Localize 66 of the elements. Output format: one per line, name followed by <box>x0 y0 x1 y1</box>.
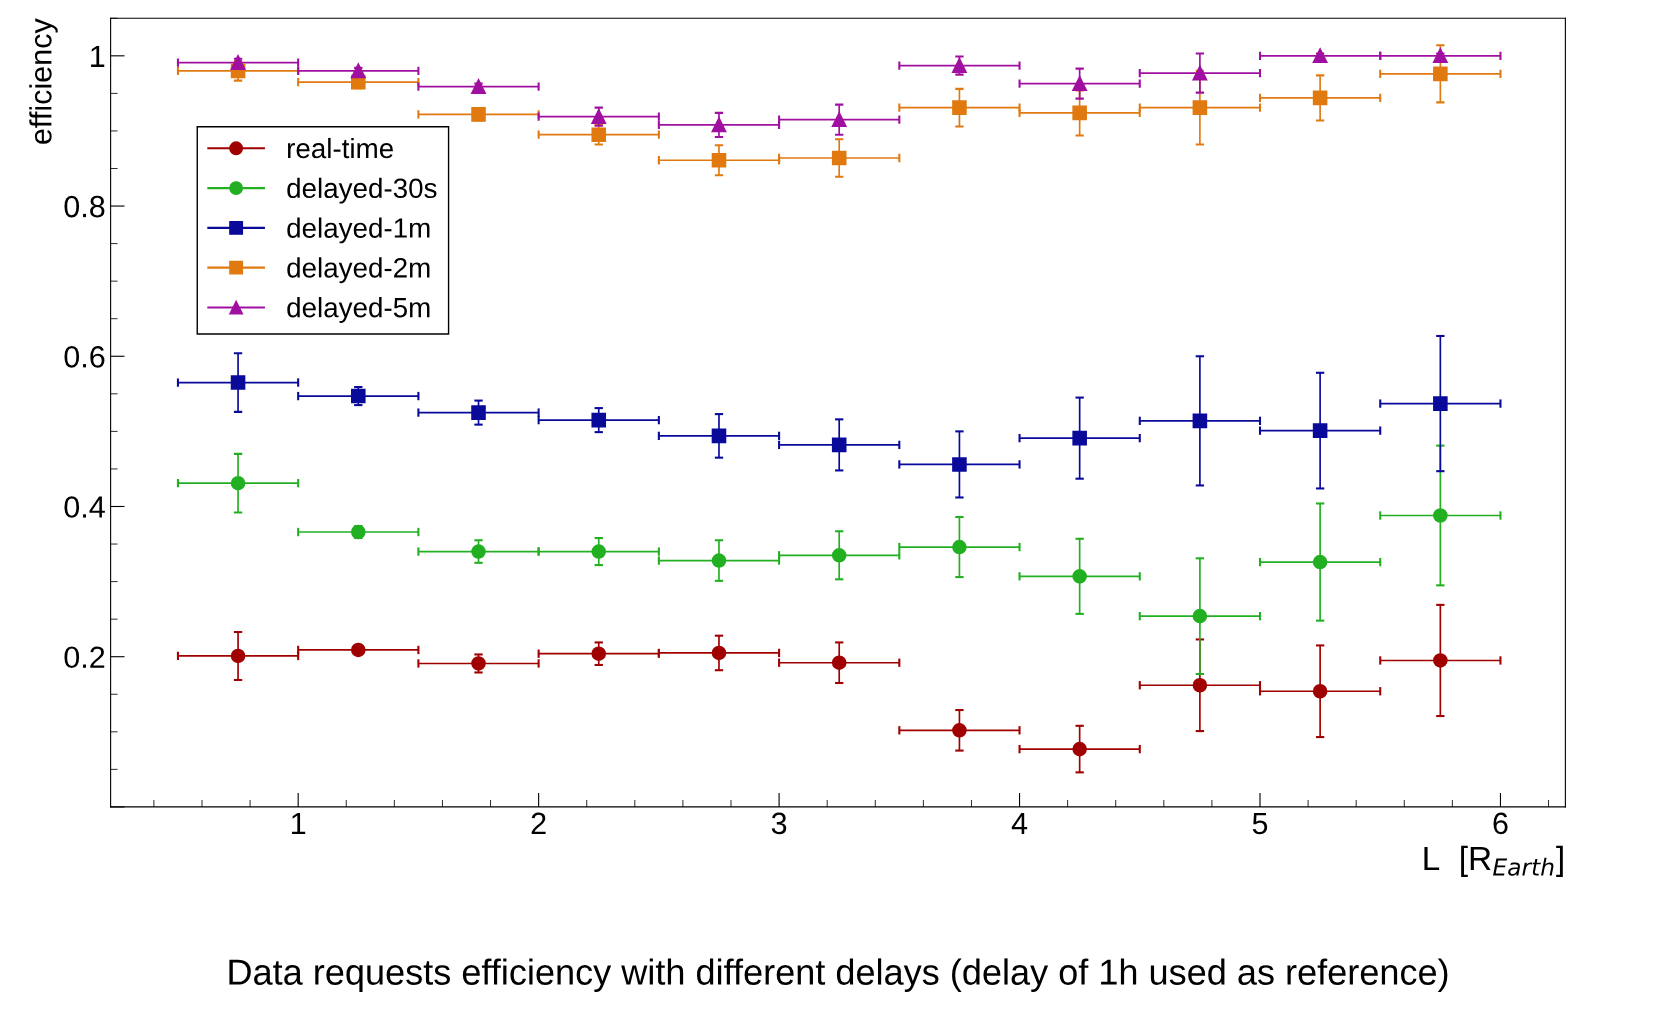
point <box>1192 100 1208 115</box>
y-tick-label: 0.4 <box>64 496 105 518</box>
y-tick-label: 0.8 <box>64 195 105 218</box>
point <box>1072 76 1087 91</box>
point <box>591 127 607 142</box>
point <box>1433 508 1448 523</box>
point <box>591 544 607 559</box>
point <box>1072 430 1087 446</box>
point <box>831 655 847 670</box>
x-tick-label: 2 <box>531 812 546 834</box>
point <box>1433 48 1448 64</box>
point <box>1433 653 1448 668</box>
point <box>1192 608 1208 624</box>
point <box>711 645 727 661</box>
point <box>1312 90 1328 106</box>
point <box>1433 396 1448 411</box>
x-tick-label: 5 <box>1252 812 1268 835</box>
point <box>1433 66 1448 82</box>
y-tick-label: 0.6 <box>64 346 105 368</box>
point <box>1072 741 1087 757</box>
point <box>1072 105 1087 121</box>
point <box>711 117 727 133</box>
legend-label: delayed-30s <box>287 177 437 204</box>
point <box>1192 65 1208 81</box>
point <box>952 100 967 115</box>
y-axis-title: efficiency <box>29 18 58 144</box>
text: Data requests efficiency with different delays (delay of 1h used as reference) <box>229 958 1448 993</box>
point <box>230 375 246 390</box>
x-tick-label: 6 <box>1493 812 1508 835</box>
x-tick-label: 3 <box>771 812 787 835</box>
point <box>471 405 486 420</box>
point <box>591 412 607 428</box>
point <box>711 152 727 168</box>
x-tick-label: 1 <box>292 812 306 834</box>
point <box>831 437 847 453</box>
point <box>230 55 246 70</box>
point <box>1192 677 1208 693</box>
legend-label: delayed-5m <box>287 297 430 323</box>
point <box>831 150 847 166</box>
point <box>711 428 727 444</box>
point <box>952 723 967 738</box>
point <box>591 646 607 661</box>
point <box>230 648 246 664</box>
point <box>831 548 847 563</box>
point <box>471 107 486 122</box>
point <box>1192 413 1208 429</box>
point <box>471 79 486 94</box>
point <box>230 475 246 491</box>
x-tick-label: 4 <box>1011 812 1028 834</box>
point <box>1312 423 1328 438</box>
point <box>351 63 366 79</box>
point <box>711 553 727 568</box>
point <box>1312 48 1328 64</box>
point <box>952 457 967 472</box>
point <box>1312 683 1328 699</box>
y-tick-label: 1 <box>91 45 105 67</box>
legend-label: delayed-1m <box>287 217 430 244</box>
point <box>1072 569 1087 584</box>
point <box>952 539 967 555</box>
point <box>1312 554 1328 570</box>
legend-label: real-time <box>287 137 393 159</box>
x-axis-title: L [R$_{Earth}$] <box>1424 845 1563 877</box>
point <box>831 112 847 127</box>
legend-label: delayed-2m <box>287 257 430 284</box>
point <box>471 544 486 559</box>
y-tick-label: 0.2 <box>64 646 105 669</box>
